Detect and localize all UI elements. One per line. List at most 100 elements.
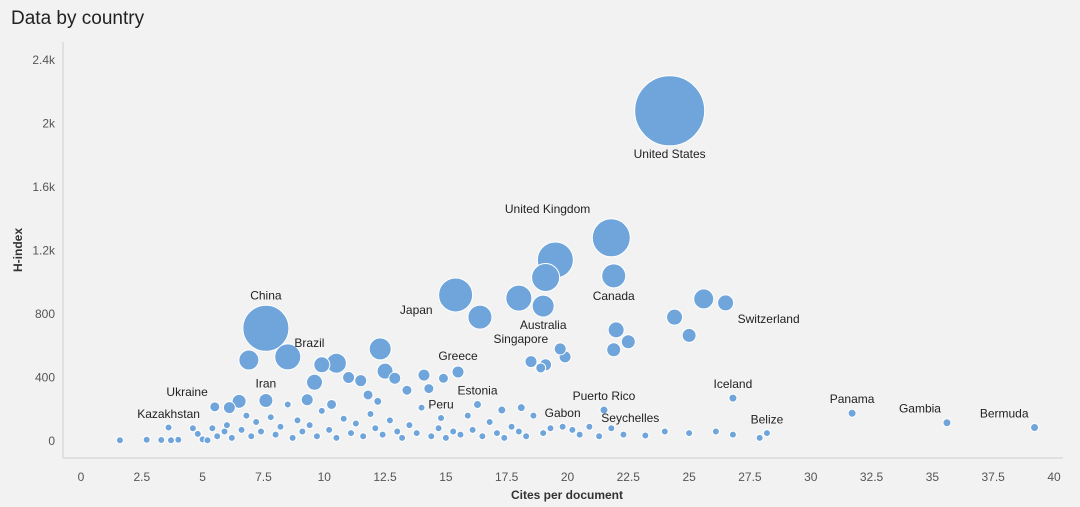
bubble-point[interactable] xyxy=(606,342,622,358)
bubble-switzerland[interactable] xyxy=(717,294,735,312)
bubble-point[interactable] xyxy=(405,421,414,430)
bubble-point[interactable] xyxy=(208,424,217,433)
bubble-point[interactable] xyxy=(242,411,251,420)
bubble-point[interactable] xyxy=(252,417,261,426)
bubble-point[interactable] xyxy=(401,384,413,396)
bubble-point[interactable] xyxy=(351,419,360,428)
bubble-point[interactable] xyxy=(681,327,697,343)
bubble-united-kingdom[interactable] xyxy=(591,218,631,258)
bubble-point[interactable] xyxy=(524,355,538,369)
bubble-point[interactable] xyxy=(388,371,402,385)
bubble-point[interactable] xyxy=(529,411,538,420)
bubble-point[interactable] xyxy=(595,432,604,441)
bubble-point[interactable] xyxy=(325,425,334,434)
bubble-point[interactable] xyxy=(385,416,394,425)
bubble-point[interactable] xyxy=(485,417,494,426)
bubble-point[interactable] xyxy=(522,432,531,441)
bubble-point[interactable] xyxy=(423,383,435,395)
bubble-puerto-rico[interactable] xyxy=(599,405,609,415)
bubble-point[interactable] xyxy=(238,349,260,371)
bubble-kazakhstan[interactable] xyxy=(164,423,173,432)
bubble-estonia[interactable] xyxy=(472,399,482,409)
bubble-point[interactable] xyxy=(666,308,684,326)
bubble-point[interactable] xyxy=(500,433,509,442)
bubble-canada[interactable] xyxy=(601,263,627,289)
bubble-point[interactable] xyxy=(359,432,368,441)
bubble-point[interactable] xyxy=(347,429,356,438)
bubble-point[interactable] xyxy=(575,430,584,439)
bubble-point[interactable] xyxy=(332,433,341,442)
bubble-point[interactable] xyxy=(227,433,236,442)
bubble-point[interactable] xyxy=(514,427,523,436)
bubble-point[interactable] xyxy=(342,371,356,384)
bubble-point[interactable] xyxy=(339,414,348,423)
bubble-point[interactable] xyxy=(368,337,392,361)
bubble-point[interactable] xyxy=(373,396,383,406)
bubble-point[interactable] xyxy=(531,262,561,292)
bubble-point[interactable] xyxy=(366,410,375,419)
bubble-point[interactable] xyxy=(274,343,302,371)
bubble-point[interactable] xyxy=(213,432,222,441)
bubble-point[interactable] xyxy=(257,427,266,436)
bubble-point[interactable] xyxy=(231,393,247,409)
bubble-point[interactable] xyxy=(398,433,407,442)
bubble-point[interactable] xyxy=(441,433,450,442)
bubble-panama[interactable] xyxy=(847,408,857,418)
bubble-point[interactable] xyxy=(619,430,628,439)
bubble-point[interactable] xyxy=(288,433,297,442)
bubble-gabon[interactable] xyxy=(558,422,567,431)
bubble-point[interactable] xyxy=(115,436,124,445)
bubble-point[interactable] xyxy=(755,433,764,442)
bubble-iceland[interactable] xyxy=(728,393,738,403)
bubble-point[interactable] xyxy=(437,372,449,384)
bubble-point[interactable] xyxy=(247,432,256,441)
bubble-belize[interactable] xyxy=(762,429,771,438)
bubble-point[interactable] xyxy=(174,435,183,444)
bubble-point[interactable] xyxy=(456,430,465,439)
bubble-bermuda[interactable] xyxy=(1030,423,1040,433)
bubble-point[interactable] xyxy=(142,435,151,444)
bubble-point[interactable] xyxy=(193,429,202,438)
bubble-point[interactable] xyxy=(371,424,380,433)
bubble-point[interactable] xyxy=(417,403,426,412)
bubble-point[interactable] xyxy=(516,403,526,413)
bubble-point[interactable] xyxy=(449,427,458,436)
bubble-point[interactable] xyxy=(620,334,636,350)
bubble-point[interactable] xyxy=(313,356,331,374)
bubble-point[interactable] xyxy=(468,425,477,434)
bubble-point[interactable] xyxy=(427,432,436,441)
bubble-point[interactable] xyxy=(298,427,307,436)
bubble-point[interactable] xyxy=(535,362,547,374)
bubble-point[interactable] xyxy=(393,427,402,436)
bubble-point[interactable] xyxy=(507,422,516,431)
bubble-united-states[interactable] xyxy=(634,75,706,147)
bubble-point[interactable] xyxy=(276,422,285,431)
bubble-point[interactable] xyxy=(463,411,472,420)
bubble-point[interactable] xyxy=(271,430,280,439)
bubble-point[interactable] xyxy=(306,373,324,391)
bubble-point[interactable] xyxy=(607,321,625,339)
bubble-point[interactable] xyxy=(412,429,421,438)
bubble-point[interactable] xyxy=(157,436,166,445)
bubble-point[interactable] xyxy=(693,288,715,310)
bubble-point[interactable] xyxy=(312,432,321,441)
bubble-point[interactable] xyxy=(293,416,302,425)
bubble-point[interactable] xyxy=(283,400,292,409)
bubble-gambia[interactable] xyxy=(942,418,952,428)
bubble-point[interactable] xyxy=(434,424,443,433)
bubble-japan[interactable] xyxy=(438,277,474,313)
bubble-point[interactable] xyxy=(203,436,212,445)
bubble-point[interactable] xyxy=(492,429,501,438)
bubble-point[interactable] xyxy=(266,413,275,422)
bubble-peru[interactable] xyxy=(437,413,446,422)
bubble-point[interactable] xyxy=(188,424,197,433)
bubble-point[interactable] xyxy=(378,430,387,439)
bubble-china[interactable] xyxy=(242,304,290,352)
bubble-point[interactable] xyxy=(505,284,533,312)
bubble-point[interactable] xyxy=(222,401,236,415)
bubble-point[interactable] xyxy=(641,431,650,440)
bubble-point[interactable] xyxy=(362,389,374,401)
bubble-point[interactable] xyxy=(376,362,394,380)
bubble-point[interactable] xyxy=(478,432,487,441)
bubble-greece[interactable] xyxy=(451,365,465,379)
